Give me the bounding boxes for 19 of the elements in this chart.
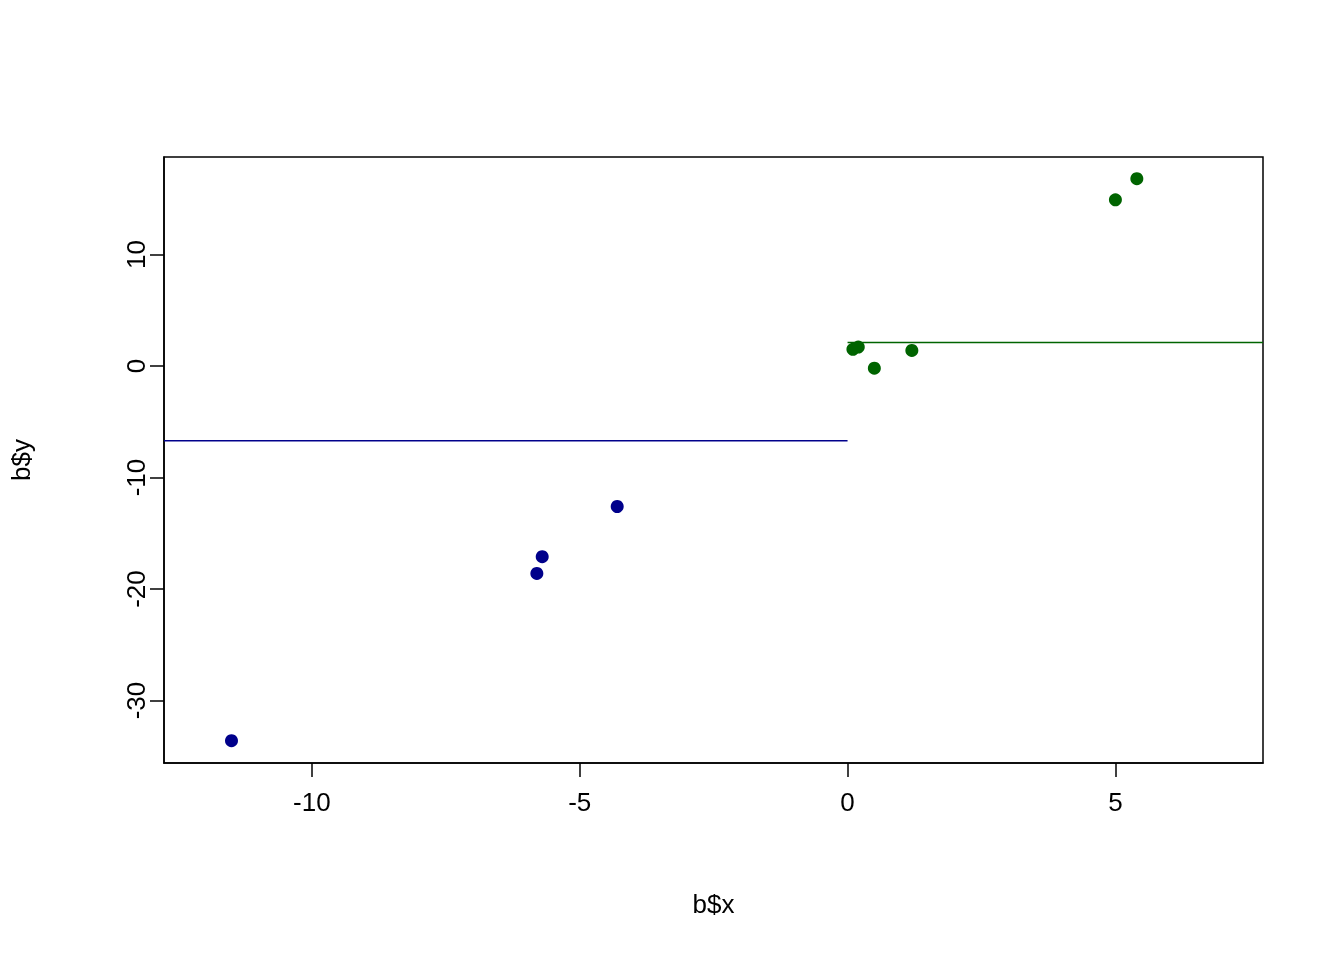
y-tick-label: -20 (121, 570, 151, 608)
x-tick-label: 5 (1108, 787, 1123, 817)
y-tick-label: 10 (121, 240, 151, 269)
x-tick-label: 0 (840, 787, 855, 817)
point (905, 343, 919, 357)
x-axis-title: b$x (692, 889, 735, 919)
point (1108, 193, 1122, 207)
x-tick-label: -10 (293, 787, 331, 817)
point (535, 550, 549, 564)
point (225, 734, 238, 748)
y-tick-label: -30 (121, 681, 151, 720)
y-axis-title: b$y (6, 439, 36, 481)
point (610, 500, 624, 513)
y-tick-label: -10 (121, 458, 151, 497)
x-tick-label: -5 (568, 787, 592, 817)
point (530, 566, 544, 580)
point (1130, 172, 1144, 186)
y-tick-label: 0 (121, 358, 151, 374)
point (867, 361, 881, 375)
